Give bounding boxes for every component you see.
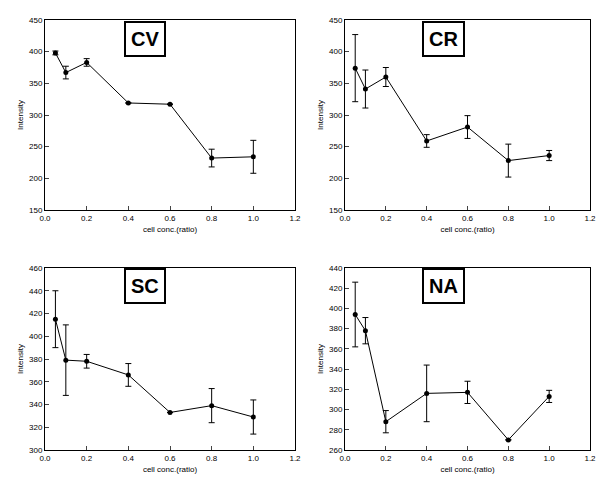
svg-text:440: 440 bbox=[329, 264, 343, 273]
svg-text:cell conc.(ratio): cell conc.(ratio) bbox=[440, 465, 495, 474]
svg-text:cell conc.(ratio): cell conc.(ratio) bbox=[440, 225, 495, 234]
svg-text:0.4: 0.4 bbox=[421, 214, 433, 223]
svg-text:0.4: 0.4 bbox=[421, 454, 433, 463]
svg-text:1.0: 1.0 bbox=[248, 454, 260, 463]
svg-text:340: 340 bbox=[329, 365, 343, 374]
svg-text:380: 380 bbox=[329, 324, 343, 333]
svg-text:250: 250 bbox=[29, 142, 43, 151]
svg-text:0.8: 0.8 bbox=[503, 454, 515, 463]
svg-text:200: 200 bbox=[29, 174, 43, 183]
svg-text:1.2: 1.2 bbox=[584, 454, 596, 463]
svg-text:440: 440 bbox=[29, 287, 43, 296]
svg-text:CV: CV bbox=[131, 28, 159, 50]
svg-text:280: 280 bbox=[329, 426, 343, 435]
svg-text:1.2: 1.2 bbox=[289, 214, 301, 223]
svg-text:260: 260 bbox=[329, 446, 343, 455]
svg-text:450: 450 bbox=[29, 16, 43, 25]
svg-text:0.2: 0.2 bbox=[81, 454, 93, 463]
svg-text:0.0: 0.0 bbox=[39, 454, 51, 463]
svg-text:400: 400 bbox=[29, 47, 43, 56]
svg-text:0.8: 0.8 bbox=[503, 214, 515, 223]
svg-text:0.4: 0.4 bbox=[123, 454, 135, 463]
svg-text:Intensity: Intensity bbox=[16, 344, 25, 374]
svg-text:360: 360 bbox=[29, 378, 43, 387]
svg-text:CR: CR bbox=[429, 28, 458, 50]
svg-text:1.0: 1.0 bbox=[248, 214, 260, 223]
svg-text:300: 300 bbox=[329, 405, 343, 414]
svg-text:0.6: 0.6 bbox=[462, 214, 474, 223]
svg-text:300: 300 bbox=[29, 446, 43, 455]
svg-text:150: 150 bbox=[329, 206, 343, 215]
svg-text:0.2: 0.2 bbox=[380, 214, 392, 223]
svg-text:350: 350 bbox=[329, 79, 343, 88]
svg-text:460: 460 bbox=[29, 264, 43, 273]
svg-text:400: 400 bbox=[29, 332, 43, 341]
svg-text:1.2: 1.2 bbox=[289, 454, 301, 463]
svg-text:0.0: 0.0 bbox=[39, 214, 51, 223]
svg-text:1.2: 1.2 bbox=[584, 214, 596, 223]
svg-text:NA: NA bbox=[429, 275, 458, 297]
svg-text:420: 420 bbox=[29, 309, 43, 318]
svg-text:1.0: 1.0 bbox=[544, 214, 556, 223]
svg-text:0.4: 0.4 bbox=[123, 214, 135, 223]
svg-text:0.0: 0.0 bbox=[339, 454, 351, 463]
svg-text:300: 300 bbox=[329, 111, 343, 120]
svg-text:400: 400 bbox=[329, 304, 343, 313]
svg-text:250: 250 bbox=[329, 142, 343, 151]
svg-text:420: 420 bbox=[329, 284, 343, 293]
svg-text:SC: SC bbox=[131, 275, 159, 297]
svg-text:0.8: 0.8 bbox=[206, 214, 218, 223]
svg-text:0.0: 0.0 bbox=[339, 214, 351, 223]
svg-text:1.0: 1.0 bbox=[544, 454, 556, 463]
svg-text:150: 150 bbox=[29, 206, 43, 215]
svg-text:320: 320 bbox=[29, 423, 43, 432]
svg-text:400: 400 bbox=[329, 47, 343, 56]
svg-text:0.2: 0.2 bbox=[81, 214, 93, 223]
svg-text:340: 340 bbox=[29, 400, 43, 409]
svg-text:320: 320 bbox=[329, 385, 343, 394]
svg-text:300: 300 bbox=[29, 111, 43, 120]
svg-text:0.6: 0.6 bbox=[164, 454, 176, 463]
svg-text:0.2: 0.2 bbox=[380, 454, 392, 463]
svg-text:0.6: 0.6 bbox=[462, 454, 474, 463]
svg-text:360: 360 bbox=[329, 345, 343, 354]
svg-text:Intensity: Intensity bbox=[316, 100, 325, 130]
svg-text:Intensity: Intensity bbox=[316, 344, 325, 374]
svg-text:cell conc.(ratio): cell conc.(ratio) bbox=[143, 225, 198, 234]
svg-text:450: 450 bbox=[329, 16, 343, 25]
svg-text:cell conc.(ratio): cell conc.(ratio) bbox=[143, 465, 198, 474]
svg-text:380: 380 bbox=[29, 355, 43, 364]
svg-text:200: 200 bbox=[329, 174, 343, 183]
svg-text:0.6: 0.6 bbox=[164, 214, 176, 223]
svg-text:350: 350 bbox=[29, 79, 43, 88]
svg-text:Intensity: Intensity bbox=[16, 100, 25, 130]
svg-text:0.8: 0.8 bbox=[206, 454, 218, 463]
